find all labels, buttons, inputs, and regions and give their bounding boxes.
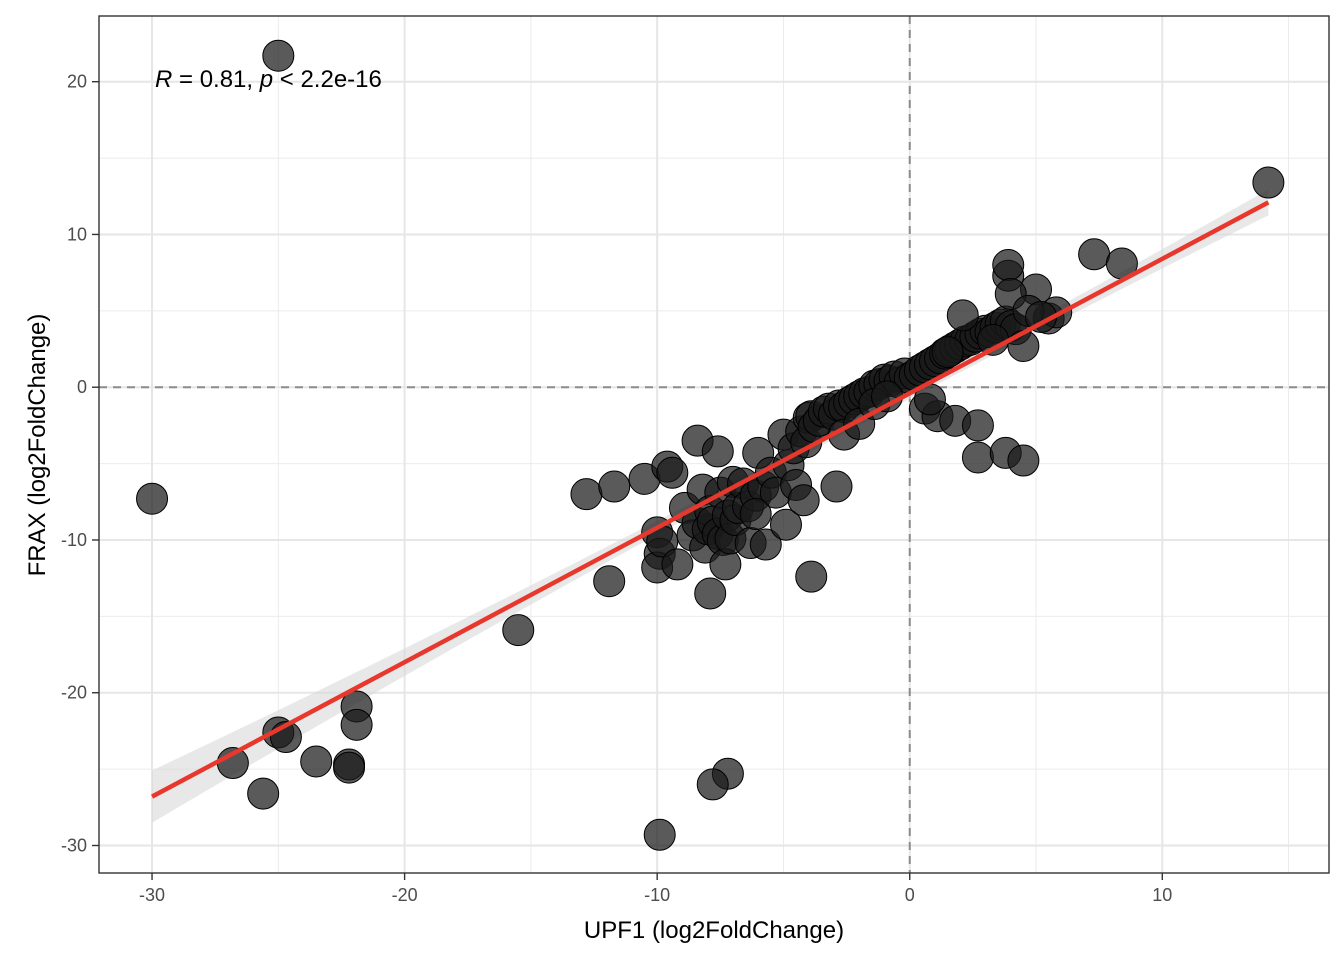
data-point [769,508,802,541]
data-point [661,548,694,581]
y-tick-label: -10 [61,530,87,550]
data-point [931,336,964,369]
data-point [1078,238,1111,271]
data-point [946,299,979,332]
data-point [795,560,828,593]
data-point [992,249,1025,282]
data-point [787,484,820,517]
y-tick-label: 20 [67,72,87,92]
r-symbol: R [155,66,172,93]
data-point [820,470,853,503]
data-point [1252,166,1285,199]
regression-line [150,200,1270,799]
y-tick-label: -20 [61,683,87,703]
x-axis-ticks: -30 -20 -10 0 10 [139,873,1172,905]
data-point [502,614,535,647]
data-point [643,818,676,851]
data-point [749,528,782,561]
data-point [961,409,994,442]
data-point [694,577,727,610]
regression-line-group [150,200,1270,799]
y-tick-label: 10 [67,224,87,244]
correlation-annotation: R = 0.81, p < 2.2e-16 [155,66,382,93]
data-point [696,768,729,801]
data-point [247,777,280,810]
data-point [300,745,333,778]
data-point [593,565,626,598]
p-symbol: p [259,66,273,93]
x-tick-label: 0 [905,885,915,905]
data-point [1007,444,1040,477]
y-axis-title: FRAX (log2FoldChange) [24,314,51,577]
data-point [333,751,366,784]
data-point [136,482,169,515]
data-points [136,39,1285,851]
data-point [340,708,373,741]
y-tick-label: -30 [61,836,87,856]
p-value-text: < 2.2e-16 [273,66,382,93]
x-tick-label: -10 [644,885,670,905]
data-point [262,39,295,72]
data-point [739,498,772,531]
data-point [570,478,603,511]
data-point [598,470,631,503]
x-tick-label: -30 [139,885,165,905]
plot-panel-border [98,15,1330,874]
x-axis-title: UPF1 (log2FoldChange) [584,917,844,944]
reference-lines [99,16,1329,873]
x-tick-label: 10 [1152,885,1172,905]
data-point [656,456,689,489]
x-tick-label: -20 [392,885,418,905]
y-tick-label: 0 [77,377,87,397]
data-point [701,435,734,468]
data-point [961,441,994,474]
y-axis-ticks: -30 -20 -10 0 10 20 [61,72,99,856]
r-value-text: = 0.81, [172,66,259,93]
